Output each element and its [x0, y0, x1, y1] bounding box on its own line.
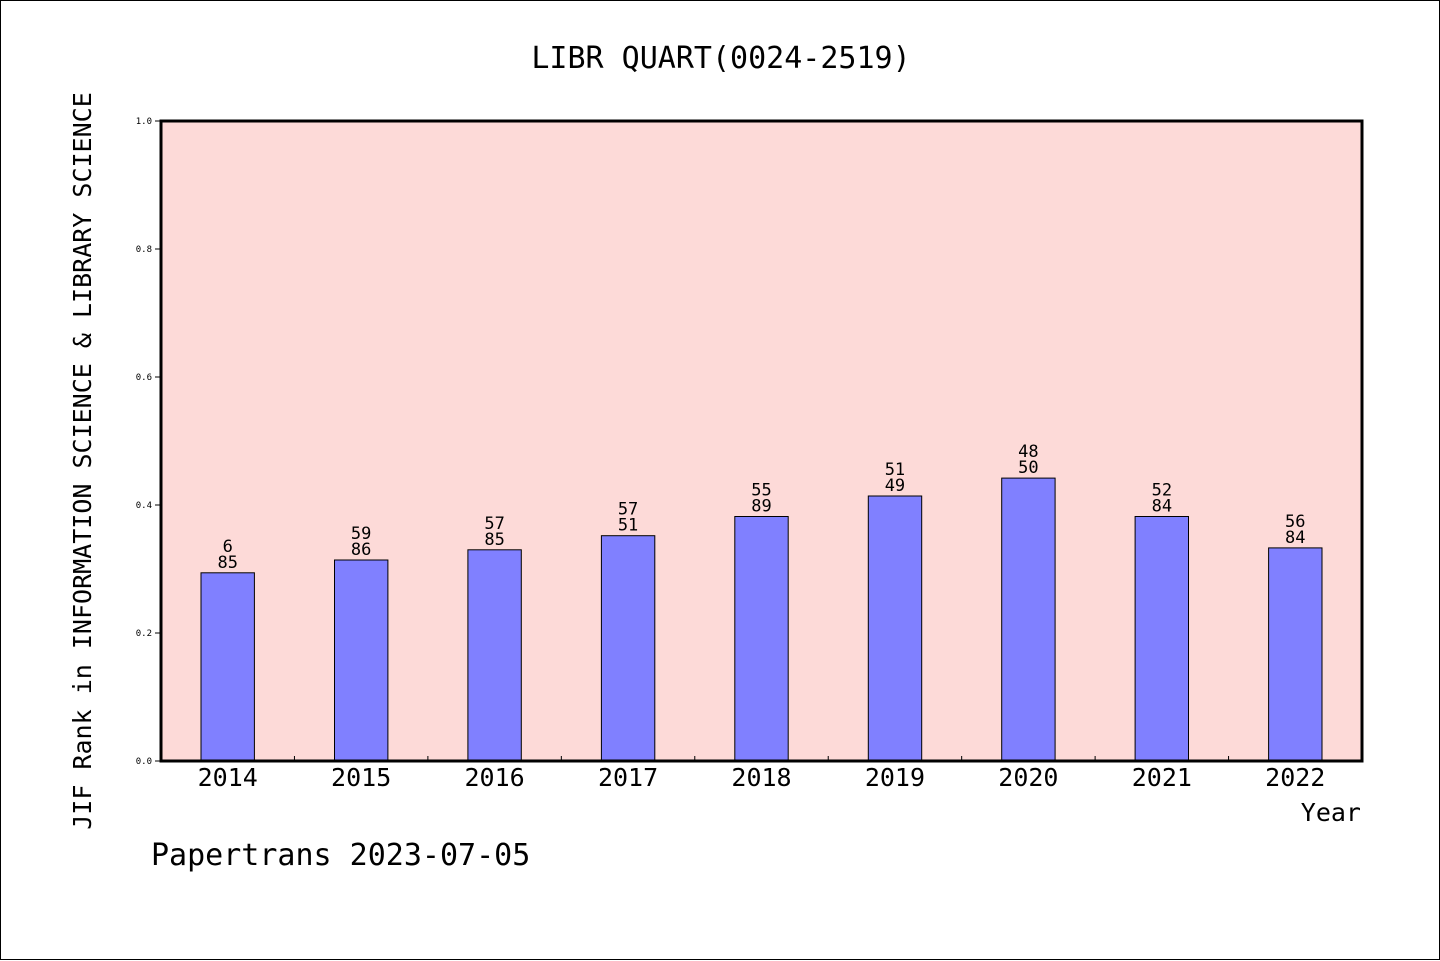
bar-label-top-2015: 59	[351, 524, 371, 544]
bar-label-top-2017: 57	[618, 500, 638, 520]
bar-label-bottom-2015: 86	[351, 540, 371, 560]
bar-label-bottom-2019: 49	[885, 476, 905, 496]
bar-label-bottom-2014: 85	[217, 553, 237, 573]
chart-title: LIBR QUART(0024-2519)	[531, 41, 910, 76]
bar-label-top-2020: 48	[1018, 442, 1038, 462]
bar-label-top-2016: 57	[484, 514, 504, 534]
bar-2021	[1134, 516, 1189, 762]
x-tick-label-2019: 2019	[865, 763, 925, 792]
bar-label-bottom-2017: 51	[618, 516, 638, 536]
bar-2016	[467, 549, 522, 762]
x-tick-label-2015: 2015	[331, 763, 391, 792]
x-tick-label-2022: 2022	[1265, 763, 1325, 792]
bar-label-top-2014: 6	[223, 537, 233, 557]
bar-label-bottom-2022: 84	[1285, 528, 1305, 548]
y-axis-label: JIF Rank in INFORMATION SCIENCE & LIBRAR…	[68, 92, 97, 830]
x-tick-label-2018: 2018	[731, 763, 791, 792]
bar-2019	[867, 495, 923, 762]
bar-2018	[734, 516, 789, 762]
bar-label-bottom-2016: 85	[484, 530, 504, 550]
footer-credit: Papertrans 2023-07-05	[151, 838, 530, 873]
x-tick-label-2014: 2014	[198, 763, 258, 792]
y-tick-label: 0.4	[136, 501, 152, 511]
bar-label-top-2019: 51	[885, 460, 905, 480]
x-axis-label: Year	[1301, 798, 1361, 827]
y-tick-label: 1.0	[136, 117, 152, 127]
x-tick-label-2021: 2021	[1132, 763, 1192, 792]
bar-2017	[600, 535, 656, 762]
y-tick-label: 0.0	[136, 757, 152, 767]
x-tick-label-2017: 2017	[598, 763, 658, 792]
bar-label-bottom-2018: 89	[751, 497, 771, 517]
bar-2014	[200, 572, 255, 762]
y-tick-label: 0.2	[136, 629, 152, 639]
y-tick-label: 0.8	[136, 245, 152, 255]
bar-label-top-2021: 52	[1152, 481, 1172, 501]
x-tick-label-2016: 2016	[465, 763, 525, 792]
bar-2020	[1001, 477, 1056, 762]
bar-label-top-2018: 55	[751, 481, 771, 501]
x-tick-label-2020: 2020	[998, 763, 1058, 792]
plot-border	[159, 119, 1364, 763]
bar-2015	[334, 559, 389, 762]
y-tick-label: 0.6	[136, 373, 152, 383]
bar-label-bottom-2021: 84	[1152, 497, 1172, 517]
bar-label-top-2022: 56	[1285, 512, 1305, 532]
bar-label-bottom-2020: 50	[1018, 458, 1038, 478]
bar-2022	[1268, 547, 1323, 762]
